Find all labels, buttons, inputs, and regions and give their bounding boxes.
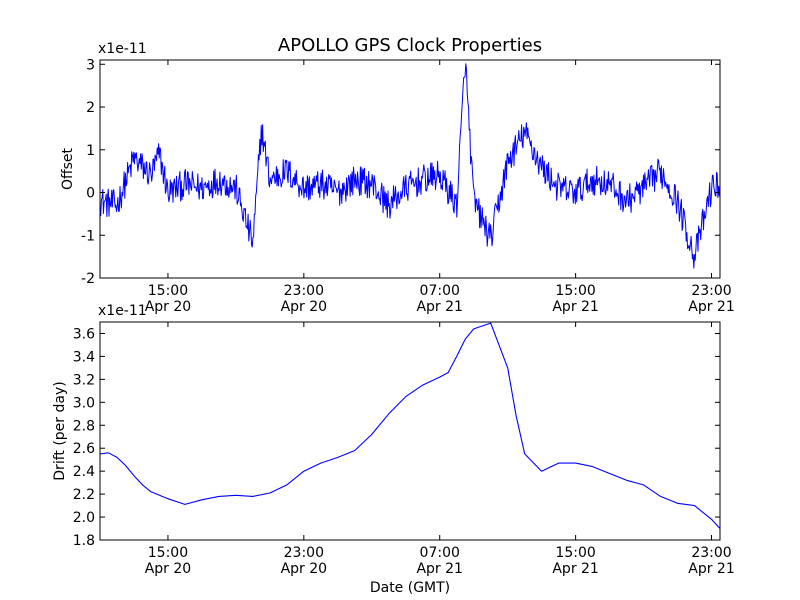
- drift-x-tick-date-label: Apr 21: [416, 561, 462, 577]
- drift-series-line: [99, 322, 721, 529]
- offset-x-tick-date-label: Apr 21: [416, 299, 462, 315]
- drift-y-tick-label: 3.0: [73, 395, 95, 411]
- offset-multiplier-label: x1e-11: [98, 41, 147, 57]
- drift-y-tick-label: 3.6: [73, 326, 95, 342]
- drift-y-tick-label: 1.8: [73, 533, 95, 549]
- drift-y-axis-label: Drift (per day): [52, 381, 68, 480]
- drift-y-tick-label: 2.4: [73, 464, 95, 480]
- drift-plot-area: [100, 322, 720, 540]
- offset-x-tick-time-label: 23:00: [691, 283, 731, 299]
- drift-y-tick-label: 2.2: [73, 487, 95, 503]
- x-axis-label: Date (GMT): [370, 580, 450, 596]
- drift-y-tick-label: 3.2: [73, 372, 95, 388]
- offset-plot-area: [100, 60, 720, 278]
- offset-y-tick-label: 3: [86, 57, 95, 73]
- offset-y-tick-label: 2: [86, 100, 95, 116]
- drift-x-tick-date-label: Apr 21: [688, 561, 734, 577]
- drift-x-tick-time-label: 15:00: [555, 545, 595, 561]
- offset-x-tick-date-label: Apr 21: [552, 299, 598, 315]
- drift-y-tick-label: 3.4: [73, 349, 95, 365]
- offset-y-axis-label: Offset: [60, 147, 76, 190]
- drift-x-tick-time-label: 07:00: [420, 545, 460, 561]
- offset-y-tick-label: 1: [86, 143, 95, 159]
- offset-x-tick-date-label: Apr 21: [688, 299, 734, 315]
- offset-y-tick-label: -2: [81, 271, 95, 287]
- drift-y-tick-label: 2.8: [73, 418, 95, 434]
- offset-x-tick-date-label: Apr 20: [281, 299, 327, 315]
- drift-x-tick-time-label: 23:00: [284, 545, 324, 561]
- drift-axes-frame: [99, 321, 721, 541]
- drift-y-tick-label: 2.6: [73, 441, 95, 457]
- drift-y-tick-label: 2.0: [73, 510, 95, 526]
- offset-x-tick-time-label: 23:00: [284, 283, 324, 299]
- drift-x-tick-time-label: 23:00: [691, 545, 731, 561]
- offset-x-tick-time-label: 15:00: [555, 283, 595, 299]
- drift-x-tick-time-label: 15:00: [148, 545, 188, 561]
- chart-title: APOLLO GPS Clock Properties: [278, 35, 542, 56]
- drift-x-tick-date-label: Apr 20: [281, 561, 327, 577]
- offset-y-tick-label: 0: [86, 186, 95, 202]
- offset-x-tick-time-label: 07:00: [420, 283, 460, 299]
- drift-x-tick-date-label: Apr 20: [145, 561, 191, 577]
- offset-series-line: [99, 63, 721, 269]
- drift-multiplier-label: x1e-11: [98, 303, 147, 319]
- offset-x-tick-date-label: Apr 20: [145, 299, 191, 315]
- drift-x-tick-date-label: Apr 21: [552, 561, 598, 577]
- offset-x-tick-time-label: 15:00: [148, 283, 188, 299]
- offset-y-tick-label: -1: [81, 228, 95, 244]
- offset-axes-frame: [99, 59, 721, 279]
